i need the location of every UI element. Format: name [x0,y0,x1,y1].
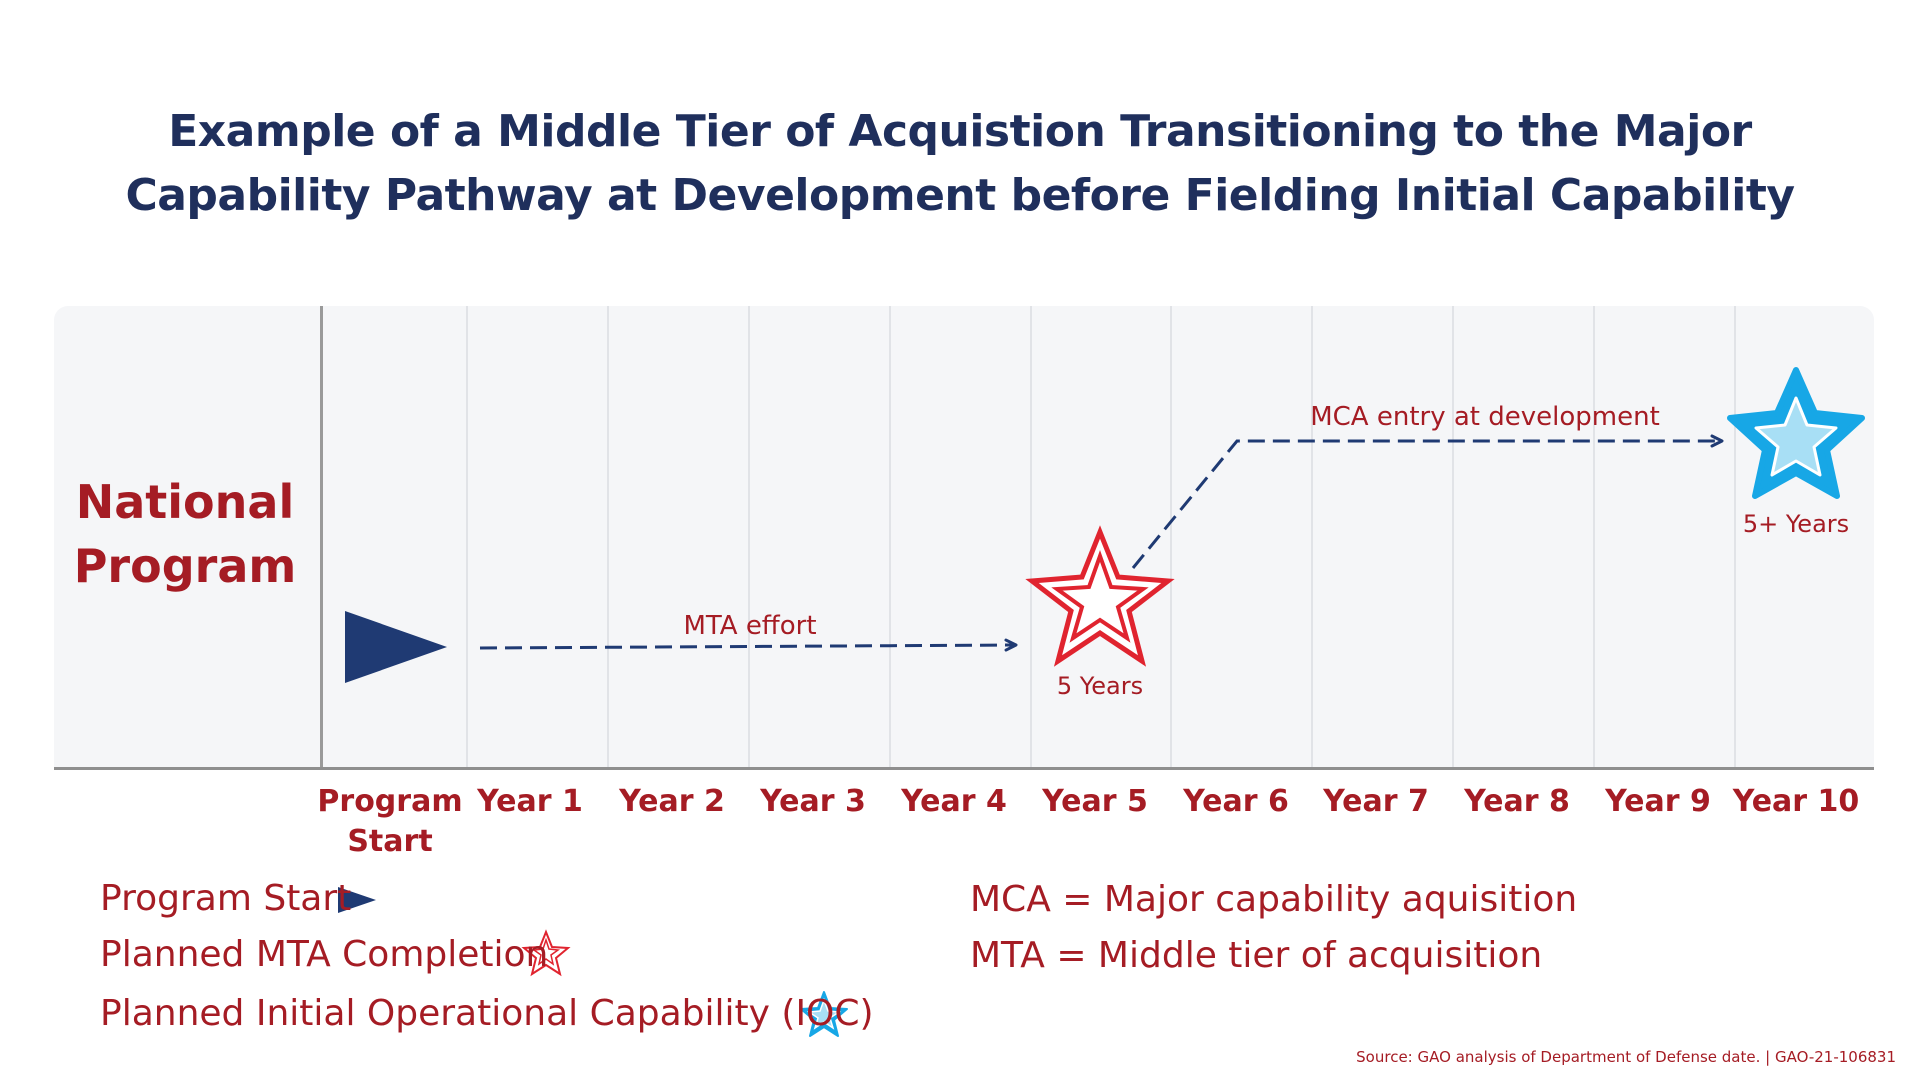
axis-label-year-6: Year 6 [1183,784,1289,819]
ioc-label: 5+ Years [1742,510,1850,538]
legend-mta-completion-text: Planned MTA Completion [100,934,549,975]
axis-label-year-1: Year 1 [477,784,583,819]
title-line-1: Example of a Middle Tier of Acquistion T… [168,106,1752,157]
legend-mta-completion: Planned MTA Completion [100,934,548,975]
definition-mta: MTA = Middle tier of acquisition [970,935,1543,976]
legend-ioc-text: Planned Initial Operational Capability (… [100,993,874,1034]
gridline-year-8 [1452,306,1454,770]
legend-red-star-icon [521,929,571,977]
legend-blue-star-icon [800,991,848,1037]
legend-flag-icon [338,887,376,913]
row-label-line-2: Program [73,539,297,593]
axis-label-program-start: Program Start [310,782,470,862]
axis-label-start-line-1: Program [317,784,463,819]
legend-program-start-text: Program Start [100,878,352,919]
mta-completion-star-icon [1025,525,1175,667]
mta-effort-arrow [479,638,1018,652]
row-label-line-1: National [75,475,295,529]
axis-label-year-10: Year 10 [1732,784,1860,819]
definition-mca: MCA = Major capability aquisition [970,879,1578,920]
gridline-year-4 [889,306,891,770]
page-title: Example of a Middle Tier of Acquistion T… [0,100,1920,228]
program-start-divider [320,306,323,770]
axis-label-start-line-2: Start [347,824,433,859]
program-start-flag-icon [345,611,447,683]
gridline-year-1 [466,306,468,770]
row-label: National Program [60,470,310,598]
axis-label-year-5: Year 5 [1042,784,1148,819]
axis-label-year-8: Year 8 [1464,784,1570,819]
gridline-year-6 [1170,306,1172,770]
axis-label-year-9: Year 9 [1605,784,1711,819]
title-line-2: Capability Pathway at Development before… [125,170,1795,221]
legend-program-start: Program Start [100,878,351,919]
mta-completion-label: 5 Years [1056,672,1144,700]
gridline-year-5 [1030,306,1032,770]
gridline-year-3 [748,306,750,770]
gridline-year-2 [607,306,609,770]
gridline-year-7 [1311,306,1313,770]
mta-effort-label: MTA effort [683,611,817,641]
gridline-year-10 [1734,306,1736,770]
timeline-panel [54,306,1874,770]
timeline-baseline [54,767,1874,770]
mca-entry-arrow [1131,434,1724,569]
source-note: Source: GAO analysis of Department of De… [1356,1048,1896,1066]
axis-label-year-2: Year 2 [619,784,725,819]
gridline-year-9 [1593,306,1595,770]
ioc-star-icon [1727,367,1865,499]
axis-label-year-4: Year 4 [901,784,1007,819]
legend-ioc: Planned Initial Operational Capability (… [100,993,874,1034]
axis-label-year-3: Year 3 [760,784,866,819]
axis-label-year-7: Year 7 [1323,784,1429,819]
mca-entry-label: MCA entry at development [1310,402,1660,432]
